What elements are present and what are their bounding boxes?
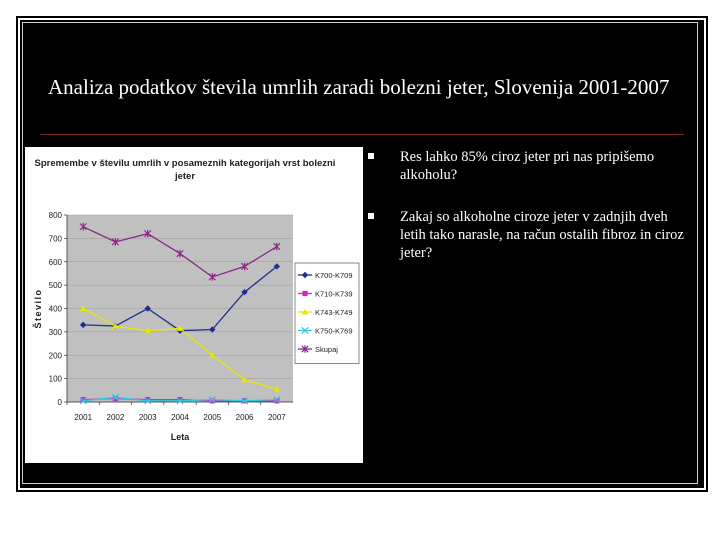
data-point [209,398,215,404]
x-tick-label: 2004 [171,413,189,422]
legend-label: K710-K739 [315,290,353,299]
bullet-square-icon [368,213,374,219]
chart-title: Spremembe v številu umrlih v posameznih … [35,158,336,169]
legend-marker [301,326,309,335]
data-point [209,352,216,358]
data-point [144,397,152,405]
x-tick-label: 2001 [74,413,92,422]
data-point [273,242,281,251]
data-point [144,229,152,238]
chart-container: Spremembe v številu umrlih v posameznih … [25,147,363,463]
data-point [273,385,281,392]
series-layer [79,222,281,405]
data-point [176,249,184,258]
data-point [112,395,119,402]
data-point [177,397,183,403]
y-tick-label: 800 [49,211,63,220]
slide-inner-border [22,22,698,484]
data-point [273,396,281,404]
data-point [240,262,249,271]
legend-label: K700-K709 [315,271,353,280]
y-tick-label: 700 [49,234,63,243]
data-point [241,376,248,383]
legend-label: K743-K749 [315,308,353,317]
data-point [79,222,87,231]
x-tick-label: 2005 [203,413,221,422]
data-point [274,398,280,404]
series-k750-k769 [79,393,281,405]
legend-marker [301,271,309,279]
slide-title: Analiza podatkov števila umrlih zaradi b… [48,75,670,99]
chart-legend: K700-K709 K710-K739 K743-K749 K750-K769 Skup… [294,262,360,364]
data-point [111,393,120,401]
y-tick-label: 0 [58,398,63,407]
data-point [79,397,87,405]
data-point [79,321,87,329]
data-point [144,327,151,334]
y-tick-label: 200 [49,351,63,360]
y-tick-label: 100 [49,375,63,384]
data-point [273,263,281,270]
series-k743-k749 [79,305,281,392]
x-tick-label: 2002 [107,413,125,422]
data-point [240,397,249,405]
y-axis-ticks: 0 100 200 300 400 500 600 700 800 [49,211,68,407]
data-point [111,238,120,246]
data-point [208,273,216,281]
y-axis-label: Število [32,288,43,328]
data-point [145,397,151,403]
y-tick-label: 300 [49,328,63,337]
title-rule [40,134,684,135]
x-tick-label: 2006 [236,413,254,422]
x-axis-ticks: 2001 2002 2003 2004 2005 2006 2007 [66,401,293,422]
y-tick-label: 400 [49,305,63,314]
data-point [79,305,87,312]
legend-marker [301,308,309,315]
bullet-text-1: Res lahko 85% ciroz jeter pri nas pripiš… [400,149,655,183]
legend-marker [302,290,308,297]
legend-marker [301,345,309,353]
bullet-square-icon [368,153,374,159]
legend-label: Skupaj [315,345,338,354]
data-point [80,397,86,403]
bullet-list: Res lahko 85% ciroz jeter pri nas pripiš… [368,148,688,286]
data-point [241,288,248,296]
chart-title-line-2: jeter [174,171,195,182]
x-axis-label: Leta [171,432,191,442]
data-point [209,326,216,333]
data-point [208,396,216,404]
x-tick-label: 2007 [268,413,286,422]
data-point [176,397,184,405]
legend-label: K750-K769 [315,327,353,336]
line-chart: Spremembe v številu umrlih v posameznih … [25,147,363,463]
y-tick-label: 500 [49,281,63,290]
y-tick-label: 600 [49,258,63,267]
data-point [176,325,184,331]
bullet-item-1: Res lahko 85% ciroz jeter pri nas pripiš… [368,148,688,184]
data-point [144,305,151,312]
data-point [112,322,119,329]
bullet-item-2: Zakaj so alkoholne ciroze jeter v zadnji… [368,208,688,262]
x-tick-label: 2003 [139,413,157,422]
series-skupaj [79,222,281,281]
bullet-text-2: Zakaj so alkoholne ciroze jeter v zadnji… [400,209,684,261]
